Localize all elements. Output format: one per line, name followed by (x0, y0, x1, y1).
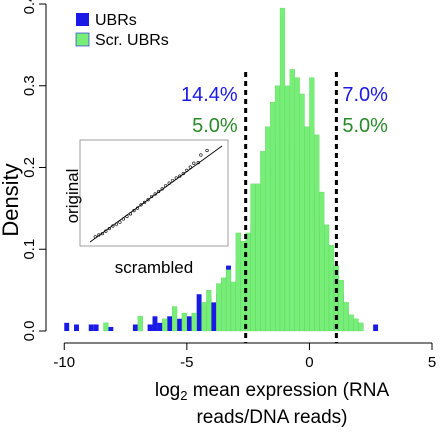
ubrs-bar (373, 324, 379, 331)
x-axis-label-line-2: reads/DNA reads) (196, 407, 347, 428)
scrambled-ubrs-bar (221, 277, 227, 332)
inset-point (139, 203, 143, 207)
scrambled-ubrs-bar (162, 318, 168, 332)
inset-point (188, 165, 192, 169)
scrambled-ubrs-bar (270, 101, 276, 332)
scrambled-ubrs-bar (323, 224, 330, 332)
scrambled-ubrs-bar (319, 191, 325, 332)
ubrs-bar (132, 324, 138, 331)
scrambled-ubrs-bar (225, 269, 232, 332)
scrambled-ubrs-bar (260, 150, 266, 332)
x-tick-label: -10 (53, 354, 75, 371)
scrambled-ubrs-bar (343, 302, 349, 332)
x-axis-label-line-1: log2 mean expression (RNA (155, 380, 390, 403)
y-tick-label: 0.3 (21, 75, 38, 96)
inset-point (142, 200, 147, 204)
y-axis-label: Density (0, 163, 23, 236)
ubrs-bar (93, 324, 99, 331)
x-tick-label: 0 (305, 354, 313, 371)
inset-diagonal-line (89, 145, 223, 243)
legend: UBRs Scr. UBRs (75, 12, 169, 49)
inset-point (146, 198, 150, 202)
y-axis: 0.0 0.1 0.2 0.3 0.4 (21, 0, 47, 342)
scrambled-ubrs-bar (289, 69, 295, 332)
inset-qq-plot: original scrambled (63, 139, 229, 277)
annotation-left-row-2: 5.0% (192, 115, 238, 137)
scrambled-ubrs-bar (201, 302, 207, 332)
scrambled-ubrs-bar (206, 289, 212, 332)
ubrs-bar (152, 316, 158, 331)
scrambled-ubrs-bar (255, 183, 261, 332)
y-tick-label: 0.0 (21, 321, 38, 342)
scrambled-ubrs-bar (338, 280, 344, 332)
ubrs-bar (64, 322, 70, 331)
x-axis-label-log: log (155, 380, 180, 401)
ubrs-bar (167, 316, 173, 331)
x-tick-label: -5 (180, 354, 193, 371)
x-axis: -10 -5 0 5 (53, 342, 436, 371)
inset-point (199, 153, 203, 157)
scrambled-ubrs-bar (137, 316, 143, 332)
scrambled-ubrs-bar (304, 126, 310, 332)
scrambled-ubrs-bar (250, 183, 256, 332)
ubrs-bar (108, 326, 114, 331)
scrambled-ubrs-bar (230, 281, 237, 332)
scrambled-ubrs-bar (294, 77, 300, 332)
x-axis-label-rest: mean expression (RNA (187, 380, 389, 401)
y-tick-label: 0.1 (21, 239, 38, 260)
legend-label-scrambled-ubrs: Scr. UBRs (95, 32, 169, 49)
scrambled-ubrs-bar (284, 85, 290, 332)
ubrs-bar (211, 302, 217, 331)
legend-swatch-scrambled-ubrs (75, 32, 90, 47)
y-tick-label: 0.2 (21, 157, 38, 178)
ubrs-bar (177, 318, 182, 331)
scrambled-ubrs-bar (358, 322, 364, 332)
scrambled-ubrs-bar (274, 85, 281, 332)
scrambled-ubrs-bar (328, 245, 335, 332)
ubrs-bar (74, 324, 79, 331)
threshold-lines (244, 72, 338, 343)
scrambled-ubrs-bar (191, 312, 197, 332)
scrambled-ubrs-bar (103, 322, 109, 332)
annotation-left-row-1: 14.4% (181, 84, 238, 106)
scrambled-ubrs-bar (348, 314, 354, 332)
ubrs-bar (157, 322, 163, 331)
scrambled-ubrs-bar (314, 134, 320, 332)
y-tick-label: 0.4 (21, 0, 38, 14)
annotation-right-row-1: 7.0% (342, 84, 388, 106)
ubrs-bar (88, 324, 94, 331)
annotation-right-row-2: 5.0% (342, 115, 388, 137)
x-axis-label-subscript: 2 (180, 388, 187, 403)
scrambled-ubrs-bar (181, 312, 187, 332)
scrambled-ubrs-bar (235, 232, 241, 332)
ubrs-bar (186, 316, 192, 331)
scrambled-ubrs-bar (171, 306, 178, 332)
inset-point (118, 220, 122, 224)
inset-y-label: original (63, 169, 82, 224)
ubrs-bar (147, 324, 153, 331)
inset-x-label: scrambled (115, 258, 193, 277)
x-tick-label: 5 (428, 354, 436, 371)
scrambled-ubrs-bar (279, 7, 286, 332)
inset-point (205, 148, 209, 153)
scrambled-ubrs-bar (309, 77, 315, 332)
ubrs-bar (196, 294, 202, 331)
legend-label-ubrs: UBRs (95, 12, 137, 29)
scrambled-ubrs-bar (353, 318, 359, 332)
scrambled-ubrs-bar (265, 126, 271, 332)
percentage-annotations: 14.4% 5.0% 7.0% 5.0% (181, 84, 388, 137)
scrambled-ubrs-bar (299, 93, 305, 332)
scrambled-ubrs-bar (216, 283, 222, 332)
inset-point (192, 161, 196, 165)
legend-swatch-ubrs (76, 13, 89, 26)
scrambled-ubrs-bars (103, 7, 364, 332)
